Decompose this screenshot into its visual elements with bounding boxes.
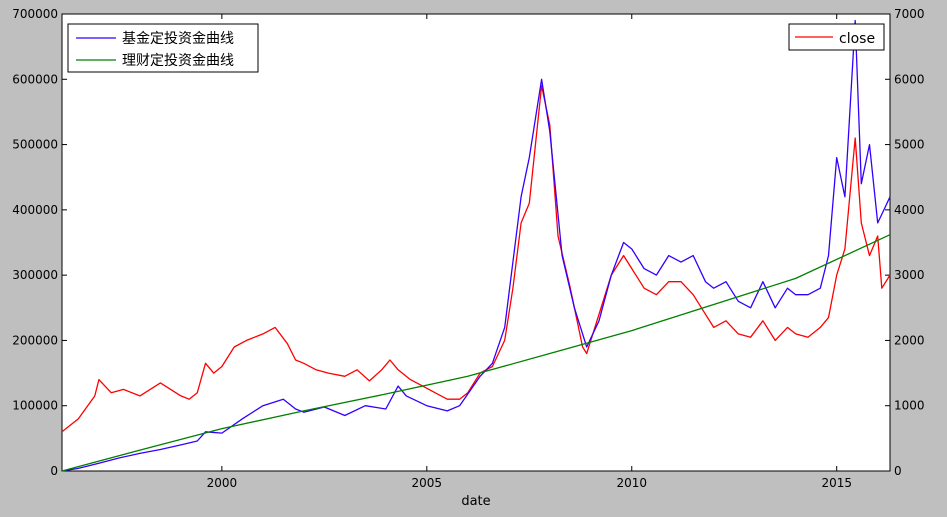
right-tick-label: 1000 <box>894 399 925 413</box>
x-tick-label: 2010 <box>616 476 647 490</box>
left-axis-ticks: 0 100000 200000 300000 400000 500000 600000 700… <box>12 7 67 478</box>
x-axis-label: date <box>461 494 490 509</box>
legend-right-label-0: close <box>839 31 875 47</box>
right-tick-label: 0 <box>894 464 902 478</box>
left-tick-label: 0 <box>50 464 58 478</box>
left-tick-label: 300000 <box>12 268 58 282</box>
left-tick-label: 500000 <box>12 138 58 152</box>
x-tick-label: 2005 <box>412 476 443 490</box>
legend-left-label-0: 基金定投资金曲线 <box>122 30 234 47</box>
x-tick-label: 2015 <box>821 476 852 490</box>
plot-area <box>61 13 891 472</box>
left-tick-label: 600000 <box>12 72 58 86</box>
left-tick-label: 700000 <box>12 7 58 21</box>
left-tick-label: 200000 <box>12 333 58 347</box>
series-line-1 <box>61 234 891 472</box>
series-layer <box>61 19 891 472</box>
legend-left-label-1: 理财定投资金曲线 <box>122 53 234 69</box>
right-tick-label: 6000 <box>894 72 925 86</box>
right-axis-ticks: 0 1000 2000 3000 4000 5000 6000 7000 <box>885 7 925 478</box>
right-tick-label: 4000 <box>894 203 925 217</box>
right-tick-label: 3000 <box>894 268 925 282</box>
x-axis-ticks: 2000 2005 2010 2015 <box>207 14 852 490</box>
right-tick-label: 2000 <box>894 333 925 347</box>
left-tick-label: 400000 <box>12 203 58 217</box>
right-tick-label: 5000 <box>894 138 925 152</box>
legend-left: 基金定投资金曲线 理财定投资金曲线 <box>67 23 259 73</box>
series-line-2 <box>61 85 891 433</box>
left-tick-label: 100000 <box>12 399 58 413</box>
right-tick-label: 7000 <box>894 7 925 21</box>
x-tick-label: 2000 <box>207 476 238 490</box>
legend-right: close <box>788 23 885 51</box>
series-line-0 <box>61 19 891 472</box>
legend-left-box <box>67 23 259 73</box>
